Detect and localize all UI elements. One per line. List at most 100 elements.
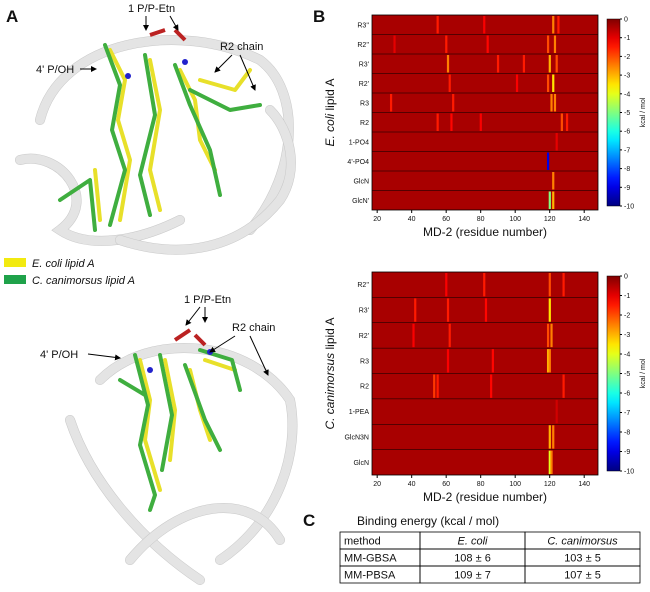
annotation: 4' P/OH bbox=[36, 64, 74, 76]
heatmap-cell bbox=[552, 191, 555, 209]
row-label: R3 bbox=[360, 100, 369, 107]
annotation: 1 P/P-Etn bbox=[184, 294, 231, 306]
table-title: Binding energy (kcal / mol) bbox=[357, 514, 499, 528]
row-label: GlcN' bbox=[352, 198, 369, 205]
x-tick-label: 80 bbox=[477, 216, 485, 223]
colorbar-tick-label: -8 bbox=[624, 430, 630, 437]
panel-label: B bbox=[313, 7, 325, 26]
heatmap-cell bbox=[448, 323, 451, 348]
colorbar-tick-label: -10 bbox=[624, 204, 634, 211]
colorbar bbox=[606, 275, 621, 472]
x-tick-label: 120 bbox=[544, 481, 556, 488]
heatmap-cell bbox=[565, 113, 569, 131]
heatmap-cell bbox=[552, 16, 555, 34]
colorbar bbox=[606, 18, 621, 207]
row-label: GlcN bbox=[353, 460, 369, 467]
row-label: 4'-PO4 bbox=[347, 159, 369, 166]
heatmap-cell bbox=[389, 94, 393, 112]
heatmap-cell bbox=[446, 298, 450, 322]
heatmap-cell bbox=[483, 273, 486, 297]
annotation: 1 P/P-Etn bbox=[128, 3, 175, 15]
table-text: E. coli bbox=[458, 536, 489, 548]
row-label: R2 bbox=[360, 384, 369, 391]
x-tick-label: 40 bbox=[408, 481, 416, 488]
row-label: GlcN bbox=[353, 178, 369, 185]
table-text: 109 ± 7 bbox=[454, 570, 491, 582]
x-axis-label: MD-2 (residue number) bbox=[423, 225, 547, 239]
heatmap-cell bbox=[445, 35, 448, 53]
heatmap-cell bbox=[436, 113, 439, 131]
row-label: R3' bbox=[359, 308, 369, 315]
heatmap-cell bbox=[515, 74, 519, 92]
colorbar-tick-label: -9 bbox=[624, 185, 630, 192]
heatmap-cell bbox=[433, 374, 436, 398]
colorbar-tick-label: -1 bbox=[624, 293, 630, 300]
heatmap-cell bbox=[548, 450, 551, 474]
colorbar-tick-label: -5 bbox=[624, 110, 630, 117]
legend-label: C. canimorsus lipid A bbox=[32, 275, 135, 287]
x-tick-label: 80 bbox=[477, 481, 485, 488]
title-rest: lipid A bbox=[323, 78, 337, 110]
colorbar-label: kcal / mol bbox=[640, 97, 647, 127]
colorbar-tick-label: 0 bbox=[624, 17, 628, 24]
heatmap-cell bbox=[496, 55, 500, 73]
x-tick-label: 140 bbox=[578, 216, 590, 223]
table-text: MM-PBSA bbox=[344, 570, 396, 582]
table-text: C. canimorsus bbox=[547, 536, 618, 548]
heatmap-cell bbox=[548, 191, 551, 209]
heatmap-cell bbox=[562, 273, 565, 297]
heatmap-cell bbox=[555, 55, 558, 73]
heatmap-cell bbox=[446, 349, 450, 373]
structure-bottom bbox=[65, 328, 298, 585]
heatmaps: R3'' R2'' R3' R2' R3 R2 1-PO4 4'-PO4 GlcN GlcN' 20… bbox=[323, 14, 647, 504]
table-text: 103 ± 5 bbox=[564, 553, 601, 565]
colorbar-tick-label: -5 bbox=[624, 371, 630, 378]
row-label: 1-PO4 bbox=[349, 139, 369, 146]
heatmap-cell bbox=[414, 298, 417, 322]
legend-swatch bbox=[4, 275, 26, 284]
heatmap-cell bbox=[548, 55, 551, 73]
y-axis-title: C. canimorsus lipid A bbox=[323, 317, 337, 429]
heatmap-cell bbox=[550, 323, 553, 348]
x-tick-label: 20 bbox=[373, 216, 381, 223]
colorbar-tick-label: -7 bbox=[624, 410, 630, 417]
heatmap-cell bbox=[490, 374, 493, 398]
annotation: 4' P/OH bbox=[40, 349, 78, 361]
species: E. coli bbox=[323, 114, 337, 147]
heatmap-cell bbox=[445, 273, 448, 297]
colorbar-tick-label: -10 bbox=[624, 469, 634, 476]
x-tick-label: 40 bbox=[408, 216, 416, 223]
row-label: R2'' bbox=[357, 42, 369, 49]
table: method E. coli C. canimorsus MM-GBSA 108 ± 6… bbox=[339, 531, 641, 584]
table-text: MM-GBSA bbox=[344, 553, 397, 565]
row-label: R2' bbox=[359, 333, 369, 340]
colorbar-tick-label: -2 bbox=[624, 54, 630, 61]
colorbar-tick-label: -4 bbox=[624, 352, 630, 359]
heatmap-cell bbox=[550, 450, 553, 474]
heatmap-cell bbox=[486, 35, 489, 53]
heatmap-frame bbox=[371, 271, 599, 476]
colorbar-label: kcal / mol bbox=[640, 358, 647, 388]
heatmap-cell bbox=[450, 113, 453, 131]
x-tick-label: 60 bbox=[442, 216, 450, 223]
heatmap-cell bbox=[546, 35, 550, 53]
heatmap-cell bbox=[548, 298, 551, 322]
species: C. canimorsus bbox=[323, 353, 337, 430]
heatmap-cell bbox=[546, 349, 550, 373]
heatmap-cell bbox=[522, 55, 526, 73]
heatmap-cell bbox=[550, 94, 553, 112]
heatmap-cell bbox=[452, 94, 455, 112]
annotation: R2 chain bbox=[220, 41, 263, 53]
table-text: 107 ± 5 bbox=[564, 570, 601, 582]
heatmap-cell bbox=[479, 113, 482, 131]
row-label: GlcN3N bbox=[344, 434, 369, 441]
heatmap-cell bbox=[546, 74, 550, 92]
heatmap-cell bbox=[553, 94, 557, 112]
heatmap-cell bbox=[548, 349, 551, 373]
heatmap-cell bbox=[548, 273, 551, 297]
row-label: R2 bbox=[360, 120, 369, 127]
heatmap-cell bbox=[448, 74, 451, 92]
colorbar-tick-label: 0 bbox=[624, 274, 628, 281]
row-label: R3'' bbox=[357, 22, 369, 29]
